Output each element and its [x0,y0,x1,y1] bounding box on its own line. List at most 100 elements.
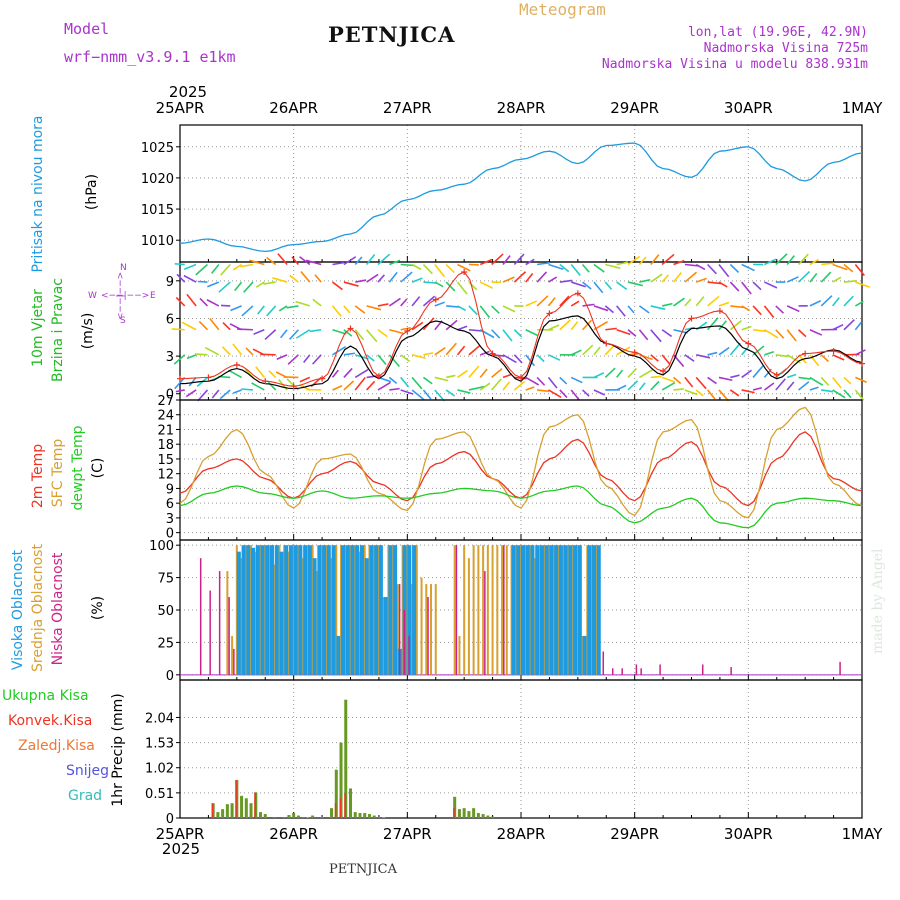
wind-vector [365,254,376,266]
high-cloud-bar [554,545,559,675]
precip-total-bar [486,815,490,818]
wind-vector [718,320,727,331]
wind-vector [718,346,730,356]
wind-vector [547,297,556,307]
precip-legend-1: Konvek.Kisa [8,713,92,729]
wind-gust-marker [262,378,269,385]
wind-gust-marker [688,315,695,322]
wind-vector [211,264,220,274]
wind-vector [445,342,457,356]
wind-vector [276,354,288,360]
high-cloud-bar [303,545,308,675]
wind-vector [185,389,197,398]
wind-vector [218,281,231,293]
wind-vector [605,327,617,331]
wind-vector [741,281,752,295]
wind-vector [843,319,855,331]
wind-vector [729,263,740,273]
wind-vector [707,351,718,356]
mid-cloud-bar [396,584,399,675]
compass-arrow-vertical: <−−|−−> [116,272,126,320]
wind-vector [616,328,631,336]
wind-vector [457,369,469,379]
low-cloud-bar [635,664,638,675]
precip-total-bar [457,809,461,818]
precip-legend-3: Snijeg [66,763,109,779]
wind-vector [241,305,254,317]
high-cloud-bar [530,545,535,675]
wind-vector [820,295,833,307]
wind-vector [355,279,367,283]
precip-total-bar [453,796,457,818]
precip-total-bar [225,804,229,818]
wind-vector [752,305,762,316]
high-cloud-bar [293,545,298,675]
wind-vector [343,367,353,378]
wind-gust-marker [319,375,326,382]
wind-vector [809,386,819,391]
wind-vector [752,386,762,391]
elevation-label: Nadmorska Visina 725m [703,41,868,56]
wind-vector [400,376,410,388]
mid-cloud-bar [505,545,508,675]
wind-vector [797,329,807,338]
wind-vector [513,354,523,364]
wind-vector [331,369,339,378]
wind-vector [797,253,809,266]
mid-cloud-bar [425,584,428,675]
high-cloud-bar [364,558,369,675]
wind-vector [354,305,366,314]
wind-vector [479,382,491,391]
wind-vector [638,305,650,314]
wind-vector [343,256,357,266]
wind-gust-marker [432,296,439,303]
precip-legend-2: Zaledj.Kisa [18,738,95,754]
wind-gust-marker [177,375,183,382]
wind-vector [536,295,549,307]
wind-vector [536,354,545,363]
precip-total-bar [230,803,234,818]
wind-vector [513,271,527,283]
wind-vector [650,380,660,391]
high-cloud-bar [587,545,592,675]
wind-vector [650,273,663,283]
low-cloud-bar [398,584,401,675]
high-cloud-bar [573,545,578,675]
wind-vector [706,389,716,400]
wind-vector [299,376,311,383]
top-x-tick-label: 28APR [497,99,546,117]
wind-vector [237,328,253,331]
wind-gust-marker [802,350,809,357]
wind-vector [820,376,830,386]
wind-vector [559,376,568,385]
wind-vector [457,305,466,312]
wind-vector [280,329,288,339]
wind-vector [616,261,628,266]
wind-vector [786,329,797,342]
high-cloud-bar [251,547,256,675]
wind-vector [434,301,446,307]
precip-total-bar [353,812,357,818]
precip-total-bar [296,815,300,818]
mid-cloud-bar [491,545,494,675]
pressure-axis-label: Pritisak na nivou mora [30,115,46,272]
top-x-tick-label: 1MAY [842,99,884,117]
precip-total-bar [273,817,277,818]
wind-vector [289,329,299,340]
wind-gust-marker [603,340,610,347]
wind-gust-marker [404,328,411,334]
precip-total-bar [467,811,471,818]
wind-vector [287,354,299,365]
wind-vector [854,264,865,277]
high-cloud-bar [582,635,587,675]
wind-vector [638,329,649,341]
wind-vector [650,375,662,379]
wind-vector [559,295,570,307]
wind-vector [786,373,797,379]
wind-gust-marker [631,349,638,356]
wind-vector [786,305,800,313]
wind-vector [684,271,698,283]
wind-vector [741,325,752,331]
high-cloud-bar [298,545,303,675]
wind-vector [786,276,799,283]
